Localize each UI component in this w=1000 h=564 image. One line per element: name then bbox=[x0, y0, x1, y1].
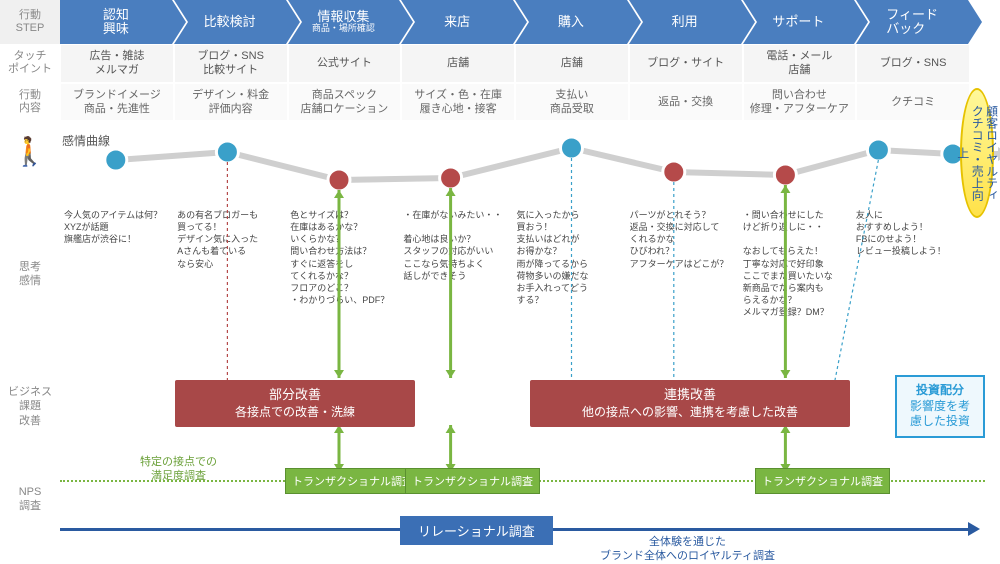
thought-0: 今人気のアイテムは何？XYZが話題旗艦店が渋谷に！ bbox=[60, 205, 173, 318]
action-7: クチコミ bbox=[857, 84, 969, 121]
action-3: サイズ・色・在庫履き心地・接客 bbox=[402, 84, 514, 121]
touchpoint-4: 店舗 bbox=[516, 45, 628, 82]
touchpoint-6: 電話・メール店舗 bbox=[744, 45, 856, 82]
action-0: ブランドイメージ商品・先進性 bbox=[61, 84, 173, 121]
action-2: 商品スペック店舗ロケーション bbox=[289, 84, 401, 121]
step-7: フィードバック bbox=[856, 0, 968, 44]
invest-box: 投資配分影響度を考慮した投資 bbox=[895, 375, 985, 438]
business-box-1: 連携改善他の接点への影響、連携を考慮した改善 bbox=[530, 380, 850, 427]
action-6: 問い合わせ修理・アフターケア bbox=[744, 84, 856, 121]
step-3: 来店 bbox=[401, 0, 513, 44]
action-5: 返品・交換 bbox=[630, 84, 742, 121]
row-label-business: ビジネス課題改善 bbox=[2, 385, 58, 428]
row-label-action: 行動内容 bbox=[0, 83, 60, 122]
emotion-curve-label: 感情曲線 bbox=[62, 132, 110, 149]
loyalty-bubble: 顧客ロイヤルティクチコミ・売上向上 bbox=[960, 88, 994, 218]
trans-badge-1: トランザクショナル調査 bbox=[405, 468, 540, 494]
touchpoint-2: 公式サイト bbox=[289, 45, 401, 82]
step-0: 認知興味 bbox=[60, 0, 172, 44]
thought-4: 気に入ったから買おう！支払いはどれがお得かな？雨が降ってるから荷物多いの嫌だなお… bbox=[513, 205, 626, 318]
thought-3: ・在庫がないみたい・・着心地は良いか？スタッフの対応がいいここなら気持ちよく話し… bbox=[399, 205, 512, 318]
row-label-thought: 思考感情 bbox=[2, 260, 58, 289]
row-label-nps: NPS調査 bbox=[2, 485, 58, 514]
thoughts-grid: 今人気のアイテムは何？XYZが話題旗艦店が渋谷に！あの有名ブロガーも買ってる！デ… bbox=[60, 205, 965, 318]
relational-badge: リレーショナル調査 bbox=[400, 516, 553, 545]
touchpoint-3: 店舗 bbox=[402, 45, 514, 82]
touchpoint-5: ブログ・サイト bbox=[630, 45, 742, 82]
row-label-touchpoint: タッチポイント bbox=[0, 44, 60, 83]
walker-icon: 🚶 bbox=[12, 135, 47, 168]
thought-5: パーツがとれそう？返品・交換に対応してくれるかなひびわれ？アフターケアはどこが？ bbox=[626, 205, 739, 318]
thought-1: あの有名ブロガーも買ってる！デザイン気に入ったAさんも着ているなら安心 bbox=[173, 205, 286, 318]
touchpoint-1: ブログ・SNS比較サイト bbox=[175, 45, 287, 82]
action-4: 支払い商品受取 bbox=[516, 84, 628, 121]
row-label-step: 行動STEP bbox=[0, 0, 60, 44]
trans-badge-2: トランザクショナル調査 bbox=[755, 468, 890, 494]
thought-7: 友人におすすめしよう！FBにのせよう！レビュー投稿しよう！ bbox=[852, 205, 965, 318]
step-4: 購入 bbox=[515, 0, 627, 44]
business-box-0: 部分改善各接点での改善・洗練 bbox=[175, 380, 415, 427]
relational-note: 全体験を通じたブランド全体へのロイヤルティ調査 bbox=[600, 535, 775, 564]
thought-6: ・問い合わせにしたけど折り返しに・・なおしてもらえた！丁寧な対応で好印象ここでま… bbox=[739, 205, 852, 318]
emotion-curve-area bbox=[60, 130, 990, 200]
step-2: 情報収集商品・場所確認 bbox=[288, 0, 400, 44]
trans-badge-0: トランザクショナル調査 bbox=[285, 468, 420, 494]
step-1: 比較検討 bbox=[174, 0, 286, 44]
thought-2: 色とサイズは？在庫はあるかな？いくらかな？問い合わせ方法は？すぐに返答をしてくれ… bbox=[286, 205, 399, 318]
touchpoint-0: 広告・雑誌メルマガ bbox=[61, 45, 173, 82]
action-1: デザイン・料金評価内容 bbox=[175, 84, 287, 121]
step-5: 利用 bbox=[629, 0, 741, 44]
touchpoint-7: ブログ・SNS bbox=[857, 45, 969, 82]
step-6: サポート bbox=[743, 0, 855, 44]
